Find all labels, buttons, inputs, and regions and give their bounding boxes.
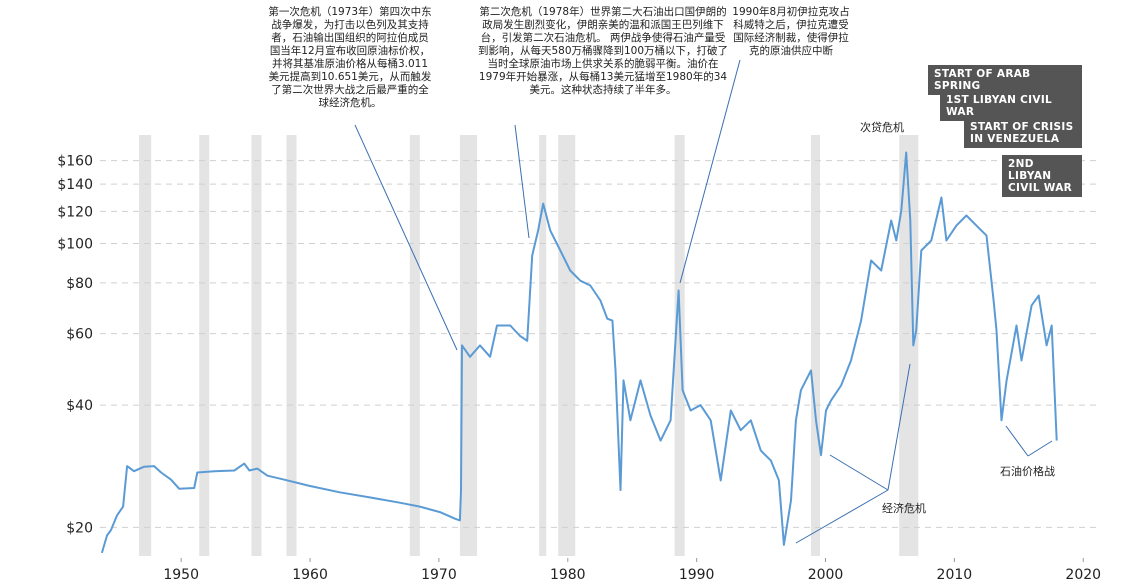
y-tick-label: $80: [66, 276, 93, 292]
x-tick-label: 1950: [163, 567, 199, 583]
recession-band: [558, 135, 576, 556]
recession-band: [199, 135, 210, 556]
recession-band: [409, 135, 420, 556]
annotation: 第一次危机（1973年）第四次中东战争爆发，为打击以色列及其支持者，石油输出国组…: [268, 6, 432, 109]
event-label: START OF CRISIS IN VENEZUELA: [964, 118, 1082, 148]
recession-band: [810, 135, 820, 556]
arrow: [829, 454, 889, 491]
recession-band: [286, 135, 297, 556]
recession-layer: [139, 135, 919, 556]
plot-layer: [100, 151, 1058, 554]
y-tick-label: $140: [57, 177, 93, 193]
y-tick-label: $60: [66, 327, 93, 343]
y-tick-label: $100: [57, 236, 93, 252]
event-label: START OF ARAB SPRING: [928, 65, 1082, 95]
annotation: 1990年8月初伊拉克攻占科威特之后，伊拉克遭受国际经济制裁，使得伊拉克的原油供…: [732, 6, 850, 57]
arrow: [887, 363, 911, 491]
arrow: [354, 124, 458, 351]
y-tick-label: $160: [57, 154, 93, 170]
recession-band: [674, 135, 685, 556]
y-tick-label: $120: [57, 204, 93, 220]
x-tick-label: 1980: [550, 567, 586, 583]
event-label: 2ND LIBYAN CIVIL WAR: [1002, 155, 1082, 197]
event-label: 1ST LIBYAN CIVIL WAR: [940, 91, 1082, 121]
x-tick-label: 1990: [679, 567, 715, 583]
recession-band: [459, 135, 478, 556]
arrow: [514, 124, 530, 239]
arrow: [795, 489, 889, 544]
recession-band: [139, 135, 152, 556]
annotation: 石油价格战: [1000, 465, 1055, 478]
recession-band: [251, 135, 262, 556]
x-tick-label: 2000: [808, 567, 844, 583]
grid-layer: $20 $40 $60 $80 $100 $120 $140 $160 1950 1960 1970…: [57, 154, 1101, 583]
x-tick-label: 2010: [937, 567, 973, 583]
x-tick-label: 1970: [421, 567, 457, 583]
recession-band: [899, 135, 919, 556]
arrow-layer: [354, 59, 1053, 544]
arrow: [1005, 425, 1029, 457]
arrow: [1027, 440, 1053, 457]
x-tick-label: 1960: [292, 567, 328, 583]
recession-band: [539, 135, 547, 556]
price-line: [100, 151, 1058, 554]
y-tick-label: $40: [66, 398, 93, 414]
arrow: [679, 59, 741, 284]
y-tick-label: $20: [66, 520, 93, 536]
annotation: 次贷危机: [860, 121, 904, 134]
x-tick-label: 2020: [1065, 567, 1101, 583]
annotation: 第二次危机（1978年）世界第二大石油出口国伊朗的政局发生剧烈变化，伊朗亲美的温…: [477, 6, 729, 96]
annotation: 经济危机: [882, 502, 926, 515]
